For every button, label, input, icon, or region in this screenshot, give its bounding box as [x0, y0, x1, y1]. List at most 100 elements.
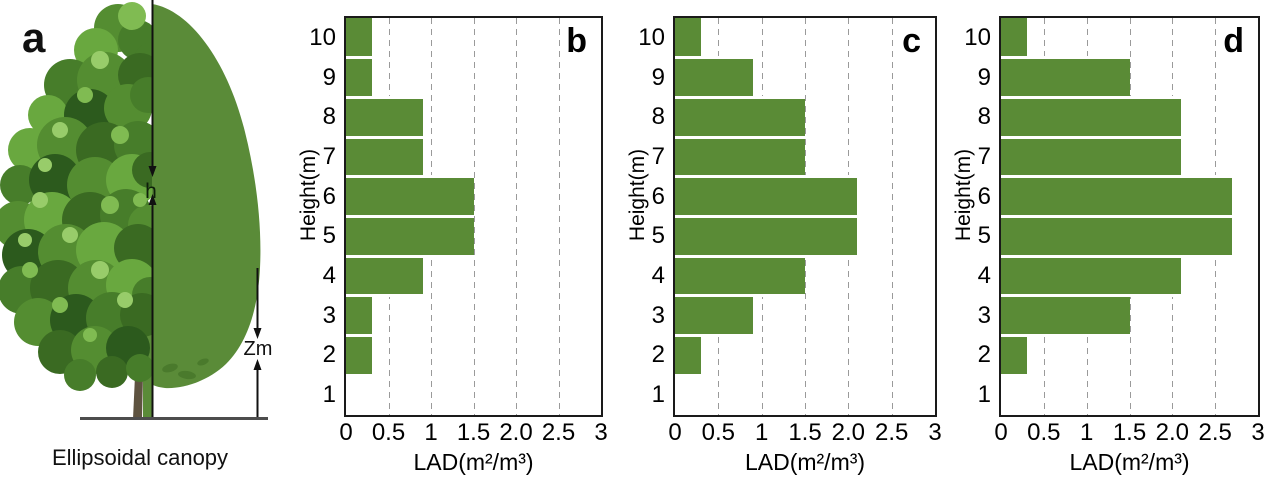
foliage-blob [64, 359, 96, 391]
bar-separator [1001, 175, 1233, 179]
x-tick-label: 2.5 [874, 419, 909, 446]
y-tick-label: 10 [309, 23, 336, 51]
bar-separator [1001, 215, 1233, 218]
zm-label: Zm [244, 338, 273, 360]
gridline [473, 18, 475, 415]
x-tick-label: 1 [1079, 419, 1094, 446]
foliage-blob [96, 356, 128, 388]
bar-height-5 [675, 216, 857, 257]
foliage-blob [101, 196, 119, 214]
foliage-blob [91, 51, 109, 69]
y-tick-label: 4 [322, 262, 336, 290]
bar-separator [675, 294, 805, 298]
bar-height-10 [675, 18, 701, 58]
tree-foliage [0, 2, 152, 391]
foliage-blob [22, 262, 38, 278]
panel-letter-d: d [1223, 22, 1244, 60]
x-tick-label: 1 [424, 419, 438, 446]
foliage-blob [132, 152, 152, 188]
foliage-blob [83, 328, 97, 342]
y-tick-label: 6 [977, 182, 991, 210]
bar-separator [675, 215, 857, 218]
bar-separator [675, 135, 805, 139]
y-tick-label: 2 [322, 341, 336, 369]
bar-separator [675, 254, 857, 258]
bar-height-3 [1001, 295, 1130, 336]
y-tick-label: 7 [651, 142, 665, 170]
bar-separator [346, 175, 474, 179]
x-tick-label: 1 [754, 419, 769, 446]
bar-separator [675, 175, 857, 179]
panel-letter-a: a [22, 14, 46, 61]
y-tick-label: 3 [977, 301, 991, 329]
y-tick-label: 8 [322, 103, 336, 131]
x-tick-label: 3 [928, 419, 942, 446]
foliage-blob [114, 224, 152, 272]
foliage-blob [38, 158, 52, 172]
y-tick-label: 7 [977, 142, 991, 170]
bar-separator [1001, 56, 1130, 60]
x-tick-label: 0 [668, 419, 682, 446]
panel-letter-c: c [902, 22, 921, 60]
foliage-blob [52, 297, 68, 313]
bar-height-10 [1001, 18, 1027, 58]
bar-separator [1001, 373, 1027, 377]
bar-height-4 [346, 256, 423, 296]
bar-separator [1001, 334, 1130, 338]
x-tick-label: 1.5 [456, 419, 491, 446]
y-tick-label: 6 [651, 182, 665, 210]
foliage-blob [111, 126, 129, 144]
bar-height-6 [1001, 176, 1233, 217]
bar-height-4 [1001, 256, 1181, 296]
panel-a-caption: Ellipsoidal canopy [51, 445, 229, 470]
arrow-down-icon [253, 328, 262, 339]
foliage-blob [32, 192, 48, 208]
y-tick-label: 8 [651, 103, 665, 131]
bar-height-8 [1001, 97, 1181, 138]
x-tick-label: 2.0 [831, 419, 866, 446]
x-tick-label: 2.0 [1155, 419, 1190, 446]
foliage-blob [62, 227, 78, 243]
bar-separator [675, 95, 805, 99]
x-tick-label: 0.5 [371, 419, 406, 446]
bar-separator [346, 95, 423, 99]
bar-height-3 [346, 295, 372, 336]
bar-height-9 [346, 57, 372, 98]
y-tick-label: 2 [977, 341, 991, 369]
arrow-up-icon [253, 359, 262, 370]
y-tick-label: 1 [977, 381, 991, 409]
bar-height-2 [346, 335, 372, 376]
y-tick-label: 3 [322, 301, 336, 329]
y-axis-title: Height(m) [952, 148, 975, 242]
plot-area-d: d [999, 16, 1260, 417]
plot-area-b: b [344, 16, 603, 417]
x-tick-label: 3 [594, 419, 608, 446]
foliage-blob [133, 193, 147, 207]
x-axis-title: LAD(m²/m³) [744, 449, 866, 475]
bar-height-9 [675, 57, 753, 98]
bar-separator [1001, 254, 1233, 258]
foliage-blob [126, 354, 152, 382]
bar-height-10 [346, 18, 372, 58]
y-tick-label: 6 [322, 182, 336, 210]
x-axis-title: LAD(m²/m³) [413, 449, 534, 475]
bar-height-2 [1001, 335, 1027, 376]
bar-height-7 [346, 137, 423, 177]
panel-letter-b: b [566, 22, 587, 60]
foliage-blob [52, 122, 68, 138]
tree-illustration: h Zm a [0, 0, 273, 420]
ellipsoid-canopy-shape [152, 4, 261, 389]
x-tick-label: 0 [339, 419, 353, 446]
bar-separator [346, 135, 423, 139]
y-tick-label: 3 [651, 301, 665, 329]
bar-height-7 [1001, 137, 1181, 177]
y-tick-label: 10 [964, 23, 991, 51]
bar-separator [1001, 95, 1181, 99]
y-tick-label: 8 [977, 103, 991, 131]
y-tick-label: 7 [322, 142, 336, 170]
plot-area-c: c [673, 16, 937, 417]
bar-separator [346, 254, 474, 258]
bar-separator [675, 334, 753, 338]
bar-separator [675, 56, 753, 60]
y-tick-label: 9 [322, 63, 336, 91]
